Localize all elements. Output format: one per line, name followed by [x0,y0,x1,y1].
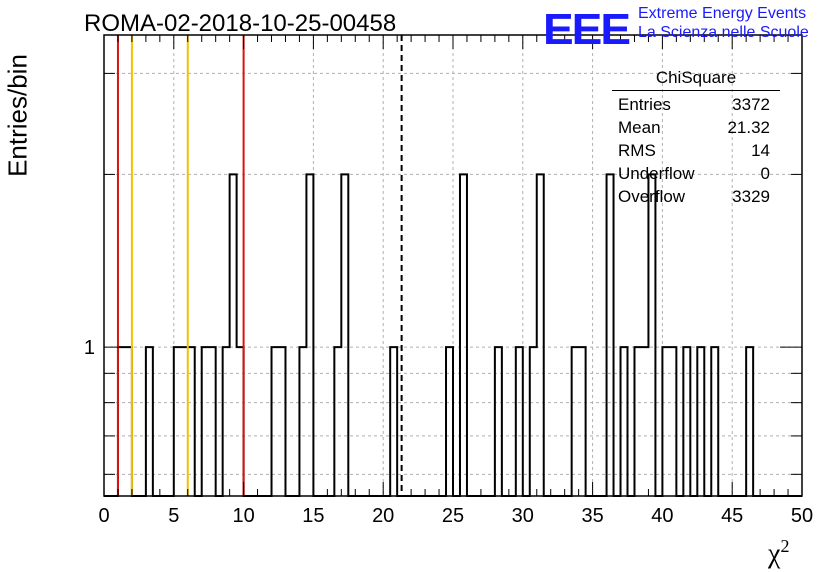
stats-row: Overflow 3329 [612,185,780,208]
eee-logo: EEE [543,4,631,54]
stats-value: 21.32 [727,118,770,137]
chart-title: ROMA-02-2018-10-25-00458 [84,10,397,37]
y-tick-label: 1 [84,337,95,359]
stats-value: 14 [751,141,770,160]
stats-row: RMS 14 [612,139,780,162]
stats-title: ChiSquare [612,68,780,91]
x-tick-label: 25 [442,505,464,527]
x-tick-label: 50 [791,505,813,527]
stats-box: ChiSquare Entries 3372 Mean 21.32 RMS 14 Un… [612,68,780,208]
x-tick-label: 20 [372,505,394,527]
x-tick-label: 5 [168,505,179,527]
stats-label: Overflow [618,187,686,206]
stats-row: Mean 21.32 [612,116,780,139]
logo-line-1: Extreme Energy Events [638,5,807,22]
x-tick-label: 40 [651,505,673,527]
stats-label: Mean [618,118,661,137]
x-tick-label: 0 [98,505,109,527]
x-tick-label: 15 [302,505,324,527]
x-tick-label: 35 [581,505,603,527]
logo-line-2: La Scienza nelle Scuole [638,24,809,41]
x-axis-label: χ2 [768,536,790,570]
stats-row: Entries 3372 [612,93,780,116]
x-tick-label: 10 [232,505,254,527]
stats-value: 0 [760,164,770,183]
stats-label: Entries [618,95,671,114]
x-tick-label: 45 [721,505,743,527]
y-axis-label: Entries/bin [2,54,33,177]
stats-value: 3372 [732,95,770,114]
logo-caption: Extreme Energy Events La Scienza nelle S… [638,4,809,42]
stats-label: Underflow [618,164,695,183]
stats-row: Underflow 0 [612,162,780,185]
stats-label: RMS [618,141,656,160]
stats-value: 3329 [732,187,770,206]
x-tick-label: 30 [512,505,534,527]
